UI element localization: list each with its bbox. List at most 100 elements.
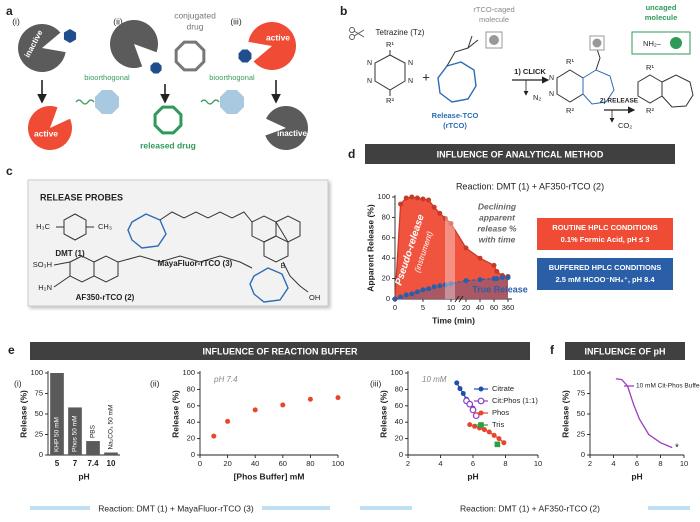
data-point — [280, 402, 286, 408]
data-point — [437, 210, 443, 216]
annotation: DMT (1) — [55, 249, 85, 258]
y-axis-label: Release (%) — [170, 390, 180, 438]
panel-b-structures — [374, 31, 694, 108]
footer: Reaction: DMT (1) + MayaFluor-rTCO (3) — [98, 503, 254, 513]
annotation: bioorthogonal — [209, 73, 255, 82]
y-tick-label: 100 — [182, 368, 195, 377]
scissors — [349, 27, 365, 40]
legend-label: Tris — [492, 420, 504, 429]
step-label: (ii) — [113, 16, 123, 26]
annotation: N — [549, 75, 554, 82]
chart-subtitle: Reaction: DMT (1) + AF350-rTCO (2) — [456, 181, 604, 191]
y-tick-label: 100 — [390, 368, 403, 377]
released-drug-ring — [153, 105, 183, 135]
x-tick-label: 60 — [279, 459, 287, 468]
cage-group — [238, 49, 252, 63]
panel-c-structures — [53, 211, 309, 303]
legend-label: Cit:Phos (1:1) — [492, 396, 538, 405]
data-point — [414, 195, 420, 201]
y-tick-label: 60 — [382, 233, 390, 242]
annotation: inactive — [277, 129, 307, 138]
enzyme-shape — [28, 105, 73, 150]
panel-b-arrows — [512, 76, 636, 123]
x-tick-label: 40 — [251, 459, 259, 468]
data-point — [225, 418, 231, 424]
bioorthogonal-links — [75, 99, 220, 105]
footer: Reaction: DMT (1) + AF350-rTCO (2) — [460, 503, 600, 513]
panel-letter: a — [6, 4, 13, 18]
y-axis-label: Apparent Release (%) — [365, 204, 375, 292]
step-label: (ii) — [150, 378, 160, 388]
y-tick-label: 25 — [577, 429, 585, 438]
data-point — [494, 276, 500, 282]
enzyme-shape — [248, 22, 297, 70]
data-point — [494, 441, 501, 448]
data-point — [457, 386, 463, 392]
x-tick-label: 10 — [447, 303, 455, 312]
panel-letter: c — [6, 164, 13, 178]
x-tick-label: 20 — [462, 303, 470, 312]
annotation: R¹ — [566, 57, 574, 66]
y-tick-label: 60 — [395, 401, 403, 410]
data-point — [477, 277, 483, 283]
annotation: H₂N — [38, 283, 52, 292]
annotation: active — [266, 32, 290, 42]
data-point — [501, 440, 507, 446]
data-point — [431, 204, 437, 210]
data-point — [403, 195, 409, 201]
annotation: NH₂– — [643, 39, 662, 48]
annotation: B — [280, 261, 285, 270]
x-tick-label: 10 — [534, 459, 542, 468]
x-tick-label: 2 — [588, 459, 592, 468]
legend-label: ROUTINE HPLC CONDITIONS — [552, 223, 657, 232]
y-tick-label: 75 — [577, 388, 585, 397]
x-tick-label: 2 — [406, 459, 410, 468]
x-tick-label: 100 — [332, 459, 345, 468]
area — [395, 197, 508, 299]
enzyme-shape — [110, 19, 158, 68]
panel-letter: d — [348, 147, 355, 161]
bar-label: Na₂CO₃ 50 mM — [108, 405, 115, 450]
annotation: MayaFluor-rTCO (3) — [158, 259, 233, 268]
annotation: N — [367, 60, 372, 67]
data-point — [463, 245, 469, 251]
bioorthogonal-reagent — [94, 89, 120, 115]
enzyme-shape — [18, 23, 66, 72]
x-tick-label: 6 — [471, 459, 475, 468]
legend-marker — [478, 410, 484, 416]
annotation: (rTCO) — [443, 121, 467, 130]
x-tick-label: 8 — [503, 459, 507, 468]
y-tick-label: 20 — [382, 274, 390, 283]
y-tick-label: 50 — [35, 409, 43, 418]
y-tick-label: 60 — [187, 401, 195, 410]
cage-group — [63, 29, 77, 43]
annotation: Declining — [478, 201, 517, 211]
data-point — [460, 391, 466, 396]
annotation: R¹ — [386, 40, 394, 49]
data-point — [491, 262, 497, 268]
data-point — [448, 281, 454, 287]
data-point — [496, 436, 502, 442]
annotation: R² — [386, 96, 394, 105]
header-bar — [565, 342, 685, 360]
y-tick-label: 40 — [187, 417, 195, 426]
data-point — [486, 429, 492, 435]
annotation: SO₃H — [33, 260, 52, 269]
annotation: N — [408, 60, 413, 67]
data-point — [472, 412, 480, 420]
data-point — [420, 196, 426, 202]
highlight-band — [445, 197, 455, 299]
axis-break — [454, 295, 464, 303]
data-point — [403, 292, 409, 298]
data-point — [437, 283, 443, 289]
bar-label: PBS — [90, 424, 97, 438]
data-point — [466, 400, 474, 408]
section-header: INFLUENCE OF pH — [585, 346, 666, 356]
step-label: (i) — [14, 378, 22, 388]
x-axis-label: Time (min) — [432, 315, 475, 325]
annotation: released drug — [140, 140, 196, 150]
annotation: N₂ — [533, 93, 541, 102]
x-axis-label: pH — [467, 471, 478, 481]
data-point — [448, 221, 454, 227]
data-point — [431, 284, 437, 290]
